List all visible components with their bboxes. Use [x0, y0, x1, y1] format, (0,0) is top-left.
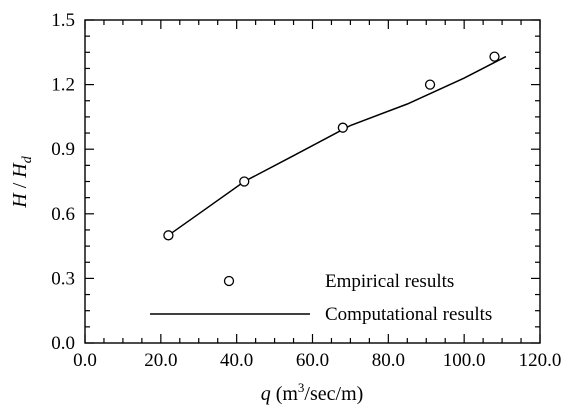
- plot-area: [84, 19, 541, 344]
- legend-label: Computational results: [325, 304, 492, 325]
- legend-marker-empirical: [223, 275, 235, 287]
- y-axis-label: H / Hd: [9, 155, 35, 208]
- y-axis-sub: d: [20, 155, 35, 163]
- x-axis-unit-post: /sec/m): [304, 383, 363, 405]
- x-tick-label: 60.0: [296, 350, 329, 371]
- x-tick-label: 0.0: [73, 350, 97, 371]
- y-tick-label: 1.5: [51, 10, 75, 31]
- x-tick-label: 80.0: [372, 350, 405, 371]
- empirical-results-point: [489, 51, 500, 62]
- plot-frame: [84, 19, 541, 344]
- x-axis-unit-sup: 3: [298, 380, 305, 395]
- series-layer: [163, 51, 507, 241]
- y-tick-label: 0.0: [51, 333, 75, 354]
- legend-label: Empirical results: [325, 271, 454, 292]
- empirical-results-point: [424, 79, 436, 90]
- x-tick-label: 20.0: [144, 350, 177, 371]
- x-axis-unit-pre: (m: [271, 383, 299, 405]
- x-tick-label: 40.0: [220, 350, 253, 371]
- y-tick-label: 0.3: [51, 268, 75, 289]
- x-axis-label: q (m3/sec/m): [261, 380, 364, 405]
- empirical-results-point: [239, 176, 250, 187]
- y-tick-label: 1.2: [51, 75, 75, 96]
- x-tick-label: 120.0: [519, 350, 562, 371]
- tick-labels: 0.0 20.0 40.0 60.0 80.0 100.0 120.0 0.0 0.3 0.6 0.…: [51, 10, 561, 371]
- computational-results-line: [167, 55, 507, 236]
- axis-ticks: [84, 19, 541, 344]
- empirical-results-point: [163, 230, 174, 241]
- x-axis-var: q: [261, 383, 271, 405]
- y-axis-var2: H: [9, 162, 31, 179]
- y-tick-label: 0.6: [51, 204, 75, 225]
- empirical-results-point: [337, 122, 348, 133]
- y-axis-var1: H: [9, 192, 31, 209]
- y-tick-label: 0.9: [51, 139, 75, 160]
- legend: Empirical results Computational results: [150, 271, 492, 325]
- x-tick-label: 100.0: [443, 350, 486, 371]
- y-axis-slash: /: [9, 178, 31, 194]
